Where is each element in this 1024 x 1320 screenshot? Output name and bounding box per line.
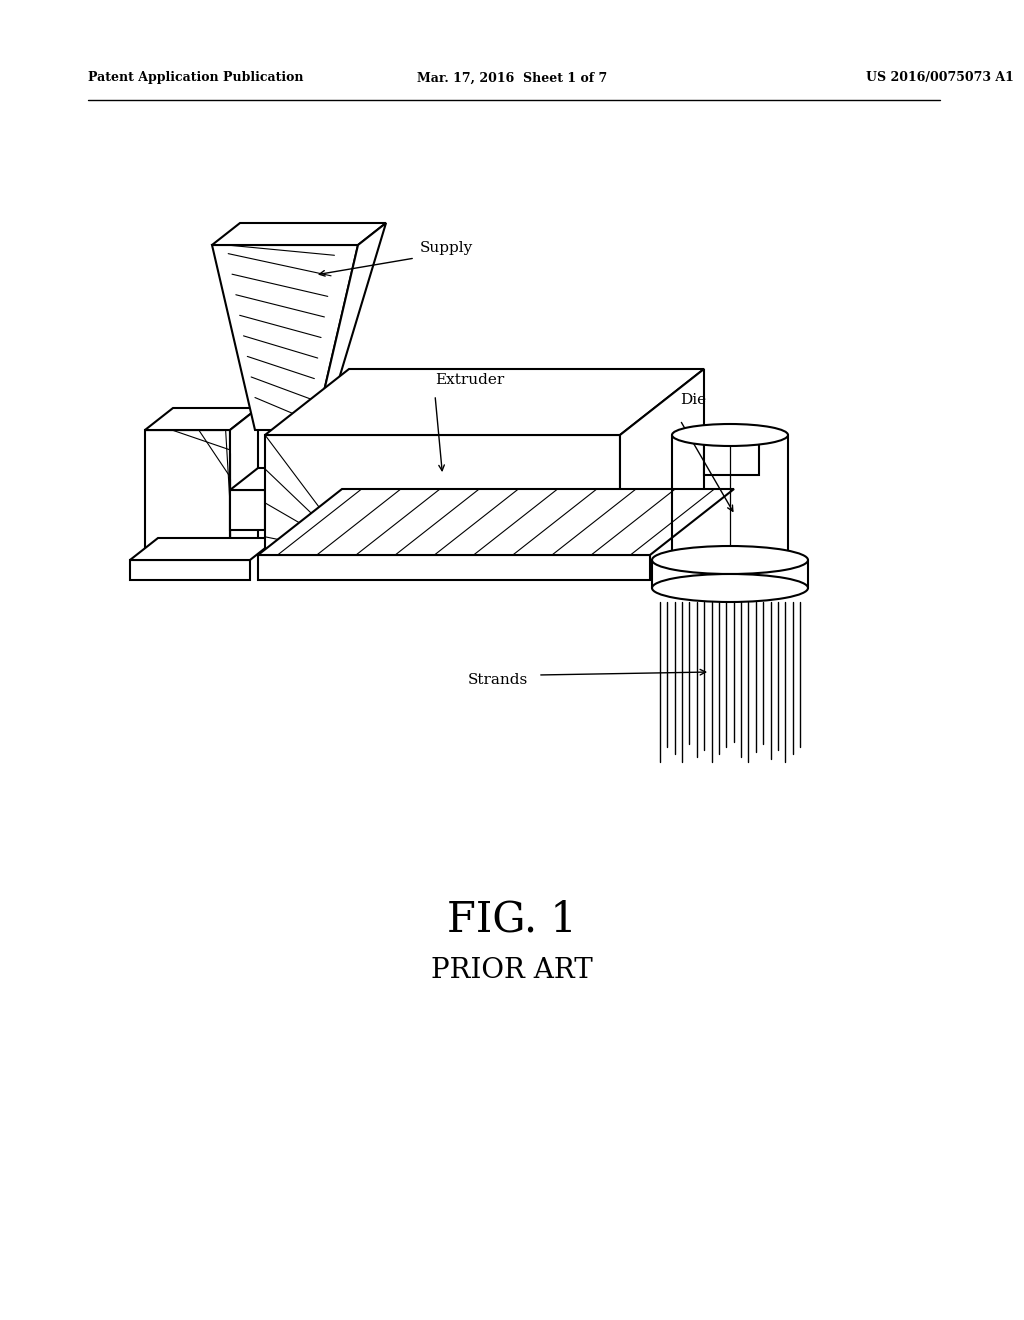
Text: Mar. 17, 2016  Sheet 1 of 7: Mar. 17, 2016 Sheet 1 of 7 — [417, 71, 607, 84]
Polygon shape — [258, 488, 734, 554]
Text: US 2016/0075073 A1: US 2016/0075073 A1 — [866, 71, 1014, 84]
Text: FIG. 1: FIG. 1 — [447, 899, 577, 941]
Text: Patent Application Publication: Patent Application Publication — [88, 71, 303, 84]
Text: PRIOR ART: PRIOR ART — [431, 957, 593, 983]
Polygon shape — [212, 246, 358, 430]
Ellipse shape — [652, 574, 808, 602]
Text: Extruder: Extruder — [435, 374, 504, 387]
Polygon shape — [130, 560, 250, 579]
Polygon shape — [315, 223, 386, 430]
Polygon shape — [265, 370, 705, 436]
Polygon shape — [230, 490, 265, 531]
Polygon shape — [705, 434, 759, 474]
Ellipse shape — [672, 424, 788, 446]
Text: Die: Die — [680, 393, 707, 407]
Polygon shape — [230, 408, 258, 560]
Text: Strands: Strands — [468, 673, 528, 686]
Polygon shape — [145, 430, 230, 560]
Ellipse shape — [672, 549, 788, 572]
Polygon shape — [145, 408, 258, 430]
Polygon shape — [258, 554, 650, 579]
Polygon shape — [230, 469, 293, 490]
Polygon shape — [265, 436, 620, 554]
Polygon shape — [130, 539, 278, 560]
Polygon shape — [620, 370, 705, 554]
Text: Supply: Supply — [420, 242, 473, 255]
Polygon shape — [212, 223, 386, 246]
Ellipse shape — [652, 546, 808, 574]
